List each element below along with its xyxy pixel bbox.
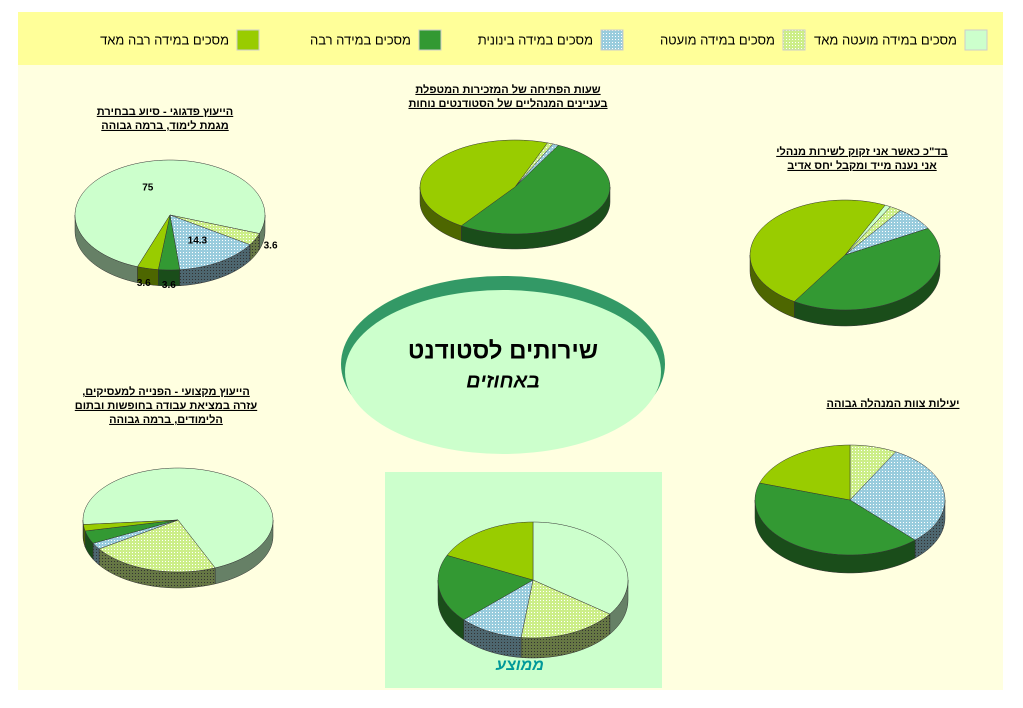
slice — [849, 451, 946, 541]
center-ellipse — [345, 290, 661, 454]
slice — [793, 228, 941, 311]
data-label: 3.6 — [137, 278, 151, 289]
slice — [754, 482, 916, 556]
slice — [98, 519, 216, 573]
slice — [759, 444, 851, 501]
legend-swatch — [600, 29, 624, 51]
slice — [532, 521, 629, 615]
pie-title: אני נענה מייד ומקבל יחס אדיב — [787, 159, 937, 172]
slice — [82, 467, 274, 569]
slice — [520, 579, 611, 639]
center-title: שירותים לסטודנט — [408, 337, 598, 364]
pie-title: שעות הפתיחה של המזכירות המטפלת — [415, 83, 600, 96]
slice — [74, 159, 266, 267]
pie: 75 3.6 14.3 3.6 3.6 — [74, 159, 278, 291]
pie-title: הייעוץ מקצועי - הפנייה למעסיקים, — [82, 385, 250, 398]
legend-band — [18, 12, 1003, 65]
pie-title: ממוצע — [495, 657, 544, 674]
slice — [83, 519, 179, 532]
slice — [437, 555, 534, 620]
slice — [84, 519, 179, 544]
pie — [82, 467, 274, 589]
slice — [419, 139, 548, 227]
center-subtitle: באחוזים — [466, 370, 540, 392]
pie-title: בעניינים המנהליים של הסטודנטים נוחות — [408, 97, 607, 110]
legend-label: מסכים במידה רבה מאד — [100, 32, 229, 47]
pie-title: הלימודים, ברמה גבוהה — [109, 413, 223, 426]
data-label: 3.6 — [264, 241, 278, 252]
legend-swatch — [782, 29, 806, 51]
legend-label: מסכים במידה בינונית — [478, 32, 593, 47]
data-label: 3.6 — [162, 280, 176, 291]
slice — [749, 199, 886, 302]
pie-title: עזרה במציאת עבודה בחופשות ובתום — [75, 400, 258, 412]
slice — [137, 214, 171, 270]
legend-label: מסכים במידה מועטה מאד — [814, 32, 957, 47]
slice — [158, 214, 181, 271]
pie-title: מגמת לימוד, ברמה גבוהה — [101, 119, 228, 132]
pie-title: הייעוץ פדגוגי - סיוע בבחירת — [97, 106, 233, 118]
slice — [169, 214, 260, 245]
data-label: 75 — [142, 182, 154, 193]
legend-swatch — [236, 29, 260, 51]
slice — [849, 444, 897, 501]
legend-swatch — [964, 29, 988, 51]
pie — [749, 199, 941, 327]
pie — [419, 139, 611, 250]
pie-title: יעילות צוות המנהלה גבוהה — [827, 397, 960, 410]
slice — [446, 521, 534, 581]
data-label: 14.3 — [188, 235, 208, 246]
legend-label: מסכים במידה רבה — [310, 32, 411, 47]
pie — [437, 521, 629, 659]
slice — [844, 210, 929, 256]
slice — [169, 214, 251, 270]
pie-title: בד"כ כאשר אני זקוק לשירות מנהלי — [776, 145, 948, 158]
slice — [460, 144, 611, 235]
slice — [463, 579, 534, 638]
pie — [754, 444, 946, 574]
legend-swatch — [418, 29, 442, 51]
legend-label: מסכים במידה מועטה — [660, 32, 775, 47]
